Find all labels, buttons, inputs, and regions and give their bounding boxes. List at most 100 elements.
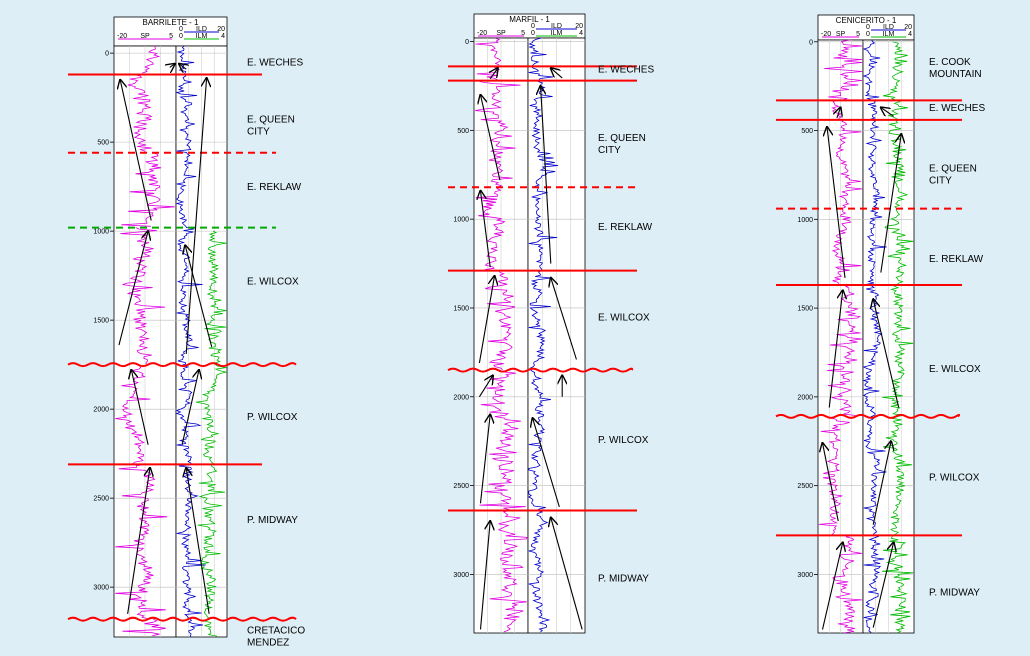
formation-label: E. QUEEN bbox=[929, 163, 977, 174]
trend-arrow bbox=[186, 468, 210, 614]
formation-label: MENDEZ bbox=[247, 637, 289, 648]
ilm-scale-min: 0 bbox=[531, 30, 535, 37]
unconformity-line bbox=[775, 413, 961, 419]
ild-scale-label: ILD bbox=[883, 24, 894, 31]
ild-scale-label: ILD bbox=[196, 26, 207, 33]
formation-label: E. COOK bbox=[929, 57, 971, 68]
well-header-box bbox=[473, 13, 586, 39]
sp-scale-max: 5 bbox=[169, 33, 173, 40]
depth-tick-label: 2000 bbox=[453, 394, 469, 401]
formation-label: CITY bbox=[247, 127, 270, 138]
trend-arrow bbox=[170, 64, 175, 68]
formation-label: CITY bbox=[598, 145, 621, 156]
depth-tick-label: 1000 bbox=[797, 217, 813, 224]
depth-tick-label: 1500 bbox=[797, 306, 813, 313]
well-2-boundaries bbox=[447, 65, 637, 630]
ild-curve bbox=[527, 37, 559, 633]
sp-curve bbox=[122, 618, 166, 637]
depth-tick-label: 1000 bbox=[453, 217, 469, 224]
depth-tick-label: 0 bbox=[105, 51, 109, 58]
depth-tick-label: 0 bbox=[809, 39, 813, 46]
sp-curve bbox=[835, 119, 863, 209]
sp-curve bbox=[489, 510, 528, 633]
formation-label: CITY bbox=[929, 175, 952, 186]
formation-label: P. MIDWAY bbox=[247, 515, 298, 526]
formation-label: E. WECHES bbox=[598, 65, 654, 76]
ilm-scale-max: 4 bbox=[579, 30, 583, 37]
ilm-scale-label: ILM bbox=[551, 30, 563, 37]
sp-curve bbox=[824, 39, 863, 101]
ild-scale-min: 0 bbox=[179, 26, 183, 33]
sp-curve bbox=[120, 227, 166, 365]
well-1: BARRILETE - 1-20 SP 50 ILD 200 ILM 40500100015… bbox=[93, 16, 228, 638]
formation-label: E. WILCOX bbox=[247, 277, 299, 288]
sp-curve bbox=[485, 270, 516, 370]
sp-scale-max: 5 bbox=[521, 30, 525, 37]
trend-arrow bbox=[118, 231, 148, 346]
depth-tick-label: 2000 bbox=[797, 394, 813, 401]
trend-arrow bbox=[872, 441, 891, 525]
depth-tick-label: 500 bbox=[457, 128, 469, 135]
well-3-boundaries bbox=[775, 99, 962, 630]
ilm-scale-max: 4 bbox=[908, 31, 912, 38]
ild-scale-max: 20 bbox=[904, 24, 912, 31]
sp-scale-label: SP bbox=[836, 31, 846, 38]
formation-label: P. WILCOX bbox=[247, 412, 298, 423]
trend-arrow bbox=[127, 468, 150, 614]
ild-scale-min: 0 bbox=[866, 24, 870, 31]
depth-tick-label: 2500 bbox=[453, 483, 469, 490]
sp-scale-min: -20 bbox=[477, 30, 487, 37]
formation-label: E. WECHES bbox=[247, 58, 303, 69]
depth-tick-label: 0 bbox=[465, 39, 469, 46]
trend-arrow bbox=[533, 418, 560, 508]
trend-arrow bbox=[478, 276, 494, 364]
trend-arrow bbox=[479, 521, 490, 630]
sp-curve bbox=[121, 152, 175, 227]
trend-arrow bbox=[181, 370, 199, 445]
formation-label: E. REKLAW bbox=[247, 182, 302, 193]
formation-label: E. REKLAW bbox=[598, 222, 653, 233]
ilm-scale-max: 4 bbox=[221, 33, 225, 40]
depth-tick-label: 3000 bbox=[453, 572, 469, 579]
depth-tick-label: 1000 bbox=[93, 229, 109, 236]
ilm-scale-label: ILM bbox=[196, 33, 208, 40]
trend-arrow bbox=[490, 68, 498, 80]
formation-label: E. QUEEN bbox=[598, 133, 646, 144]
well-title: BARRILETE - 1 bbox=[142, 18, 199, 27]
trend-arrow bbox=[823, 443, 839, 522]
log-curves bbox=[475, 37, 559, 633]
sp-curve bbox=[475, 80, 521, 188]
sp-curve bbox=[479, 369, 526, 510]
trend-arrow bbox=[880, 134, 901, 273]
ilm-scale-label: ILM bbox=[883, 31, 895, 38]
ilm-scale-min: 0 bbox=[866, 31, 870, 38]
trend-arrow bbox=[551, 68, 563, 79]
trend-arrow bbox=[873, 299, 900, 408]
trend-arrow bbox=[872, 542, 893, 628]
sp-scale-min: -20 bbox=[117, 33, 127, 40]
trend-arrow bbox=[185, 245, 213, 347]
trend-arrow bbox=[881, 107, 894, 117]
trend-arrow bbox=[828, 290, 843, 408]
well-1-boundaries bbox=[67, 64, 297, 622]
trend-arrow bbox=[185, 78, 206, 355]
sp-scale-min: -20 bbox=[821, 31, 831, 38]
well-title: MARFIL - 1 bbox=[509, 15, 550, 24]
well-3: CENICERITO - 1-20 SP 50 ILD 200 ILM 4050010001… bbox=[797, 14, 915, 634]
depth-tick-label: 3000 bbox=[797, 572, 813, 579]
unconformity-line bbox=[447, 367, 634, 373]
trend-arrow bbox=[480, 95, 501, 181]
sp-scale-label: SP bbox=[496, 30, 506, 37]
trend-arrow bbox=[821, 542, 843, 630]
unconformity-line bbox=[67, 362, 297, 368]
trend-arrow bbox=[837, 107, 841, 119]
depth-tick-label: 500 bbox=[97, 140, 109, 147]
ild-scale-max: 20 bbox=[217, 26, 225, 33]
ild-scale-min: 0 bbox=[531, 23, 535, 30]
ilm-curve bbox=[882, 41, 914, 634]
formation-label: E. QUEEN bbox=[247, 115, 295, 126]
